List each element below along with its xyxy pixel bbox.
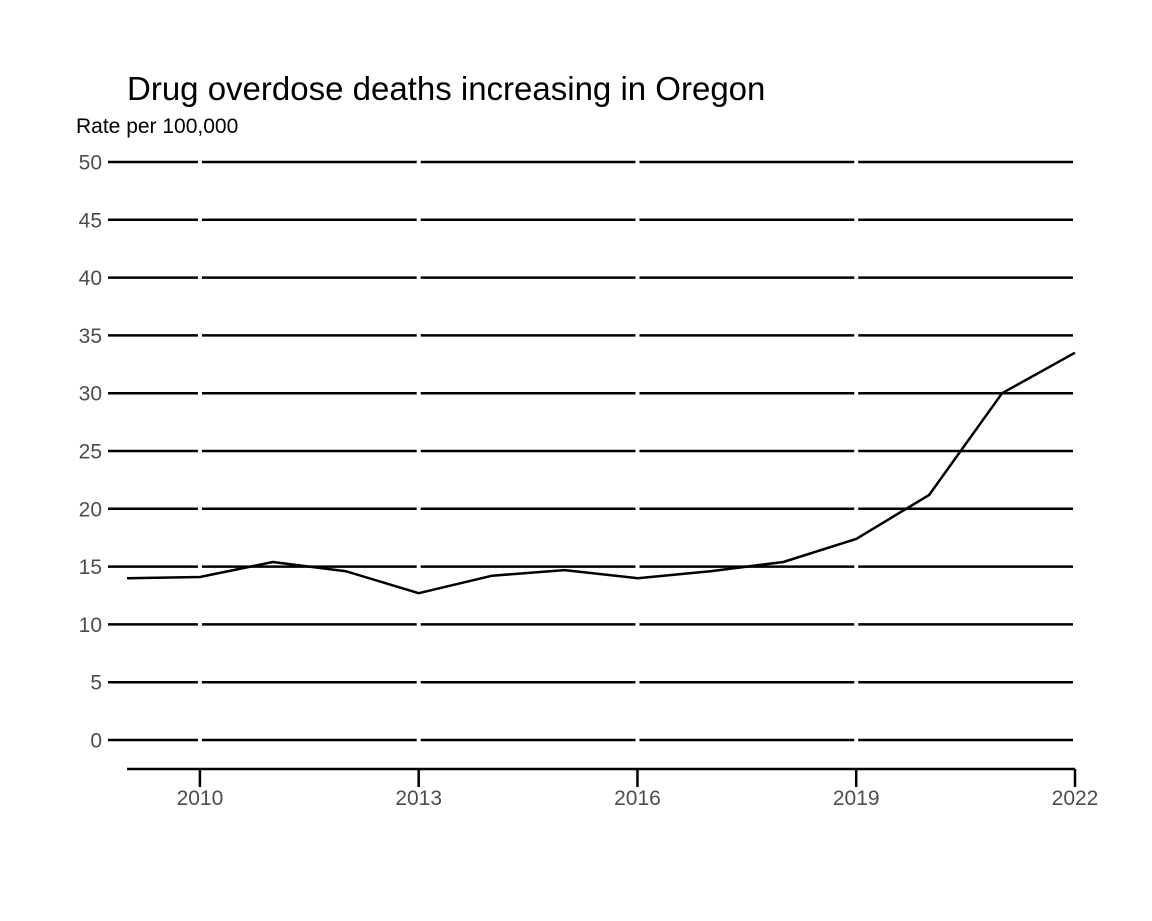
y-tick-label: 35: [79, 325, 102, 348]
y-tick-label: 15: [79, 556, 102, 579]
y-tick-label: 10: [79, 614, 102, 637]
y-tick-label: 25: [79, 441, 102, 464]
y-axis: 0 5 10 15 20 25 30 35 40 45 50: [79, 152, 127, 753]
x-tick-label: 2013: [395, 787, 442, 810]
x-tick-label: 2019: [833, 787, 880, 810]
y-tick-label: 45: [79, 209, 102, 232]
y-tick-label: 40: [79, 267, 102, 290]
series-layer: [126, 351, 1076, 595]
y-tick-label: 30: [79, 383, 102, 406]
x-tick-label: 2010: [177, 787, 224, 810]
gridlines: [127, 150, 1077, 752]
y-tick-label: 20: [79, 498, 102, 521]
x-tick-label: 2016: [614, 787, 661, 810]
x-axis: 2010 2013 2016 2019 2022: [127, 767, 1099, 810]
y-tick-label: 0: [90, 730, 102, 753]
series-line: [126, 351, 1076, 595]
chart-title: Drug overdose deaths increasing in Orego…: [127, 70, 765, 107]
y-tick-label: 5: [90, 672, 102, 695]
x-tick-label: 2022: [1052, 787, 1099, 810]
y-tick-label: 50: [79, 152, 102, 175]
chart-subtitle: Rate per 100,000: [76, 115, 238, 138]
